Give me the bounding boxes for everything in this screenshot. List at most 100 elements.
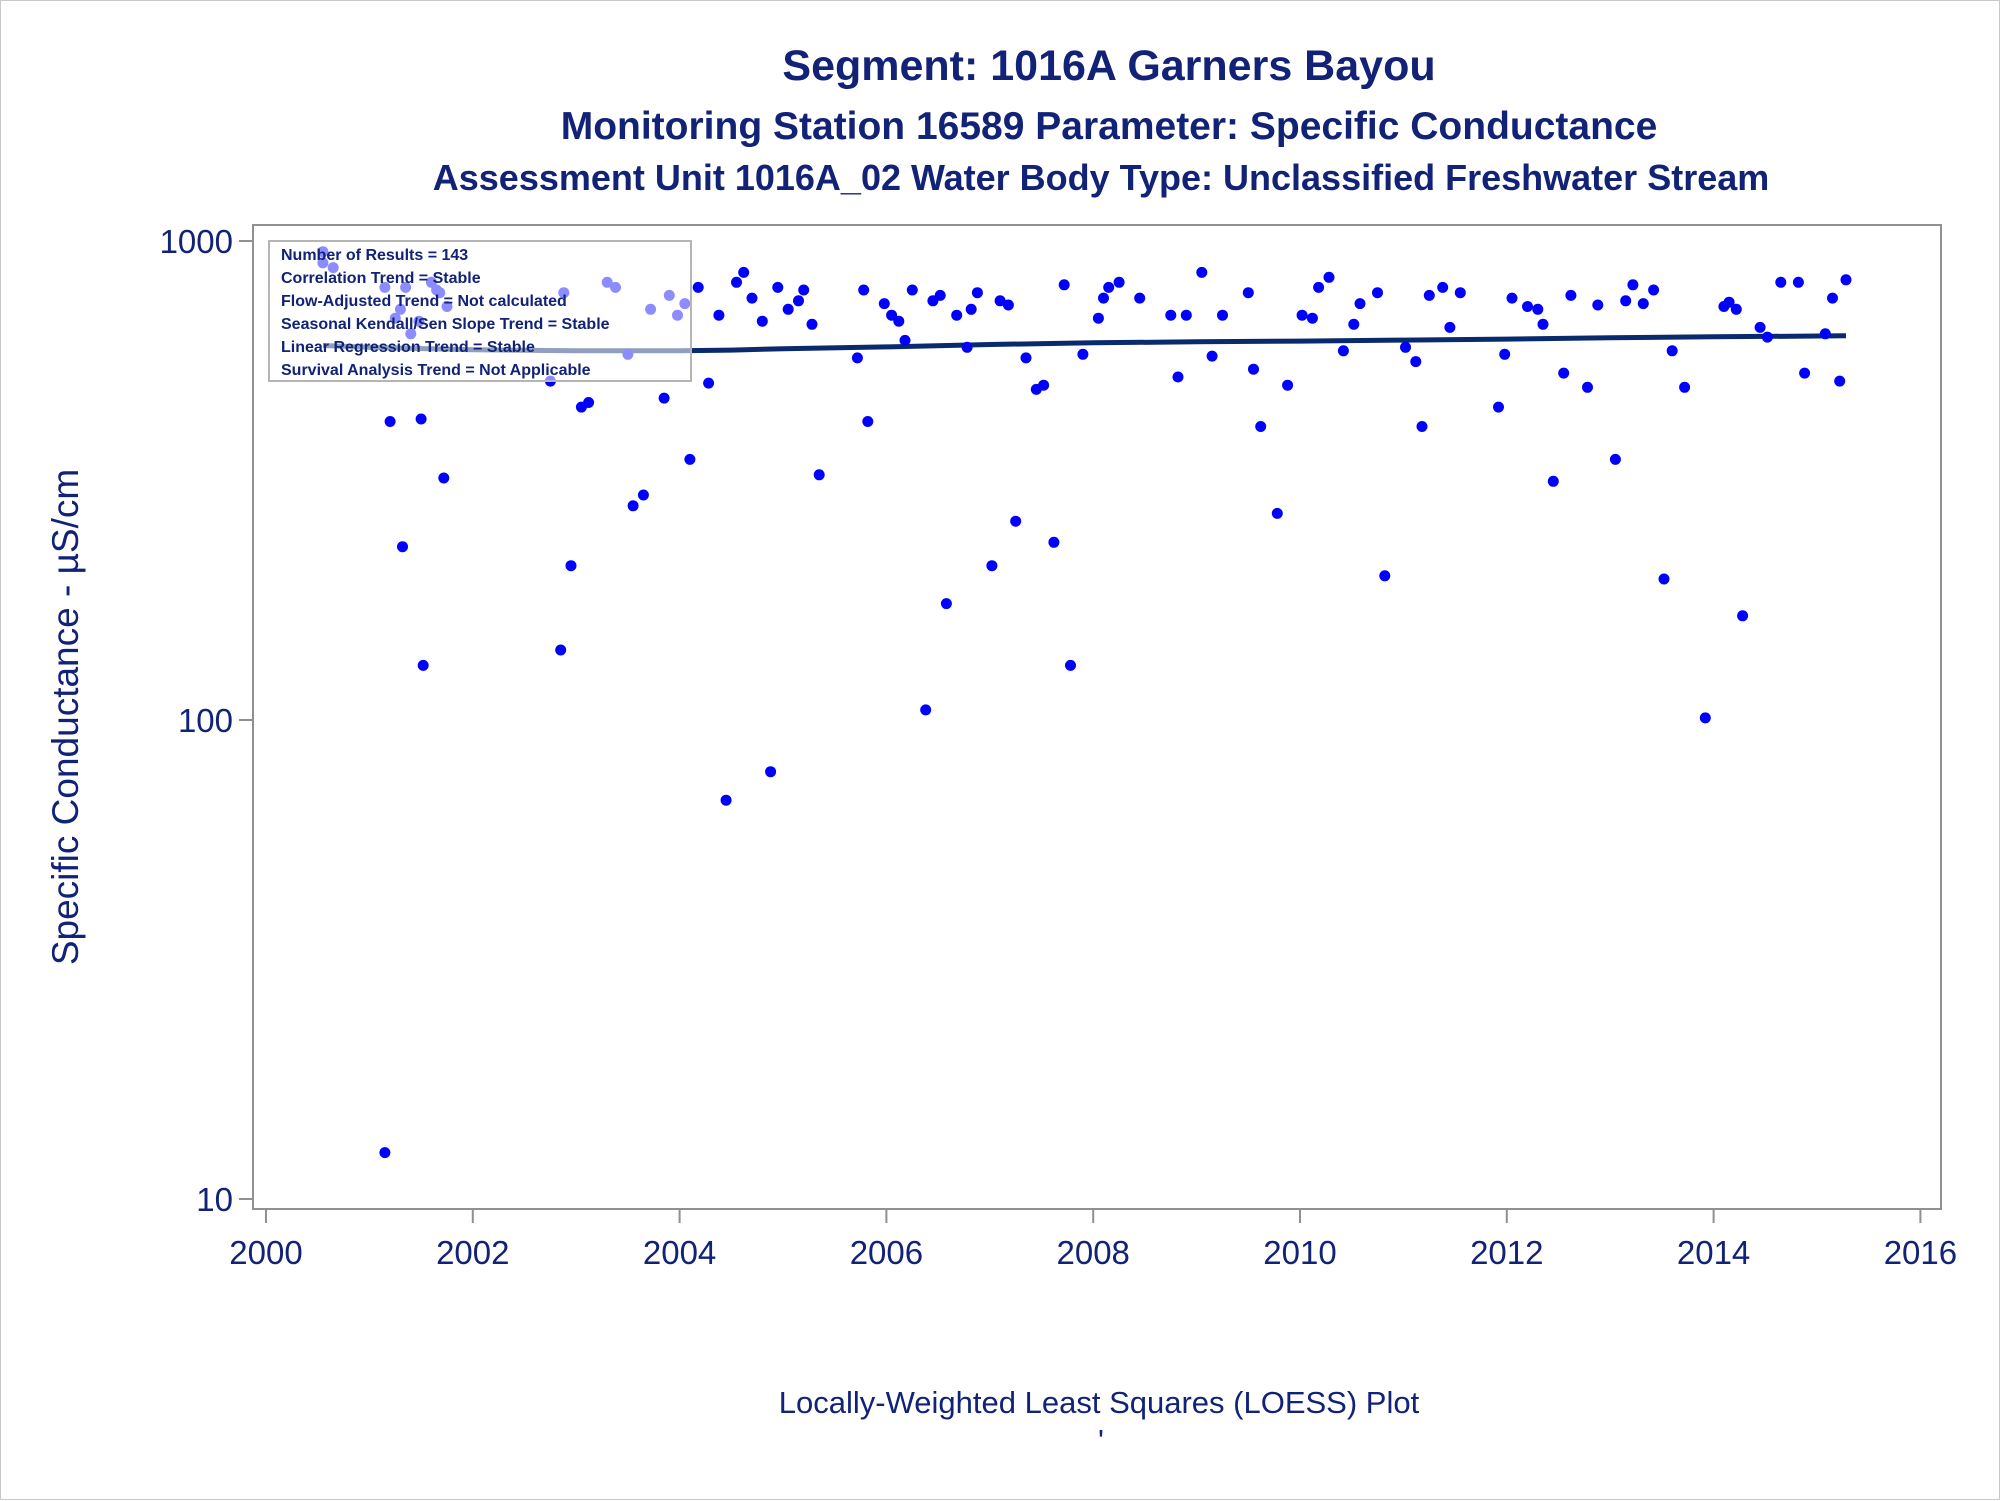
data-point (1558, 367, 1570, 379)
data-point (1271, 507, 1283, 519)
data-point (1666, 345, 1678, 357)
data-point (1730, 303, 1742, 315)
data-point (934, 289, 946, 301)
data-point (1454, 287, 1466, 299)
stats-box-frame (268, 240, 692, 382)
x-tick-label: 2006 (850, 1234, 923, 1271)
data-point (658, 392, 670, 404)
data-point (1077, 348, 1089, 360)
data-point (1010, 515, 1022, 527)
data-point (862, 416, 874, 427)
data-point (756, 315, 768, 327)
data-point (1217, 309, 1228, 321)
data-point (1098, 292, 1109, 304)
footnote-mark: ' (1098, 1423, 1104, 1458)
data-point (1840, 274, 1852, 286)
data-point (782, 303, 794, 315)
data-point (961, 341, 973, 353)
x-tick-label: 2010 (1263, 1234, 1336, 1271)
data-point (1592, 299, 1604, 311)
data-point (994, 295, 1006, 307)
data-point (713, 309, 725, 321)
x-tick-label: 2016 (1884, 1234, 1957, 1271)
data-point (720, 794, 732, 806)
data-point (886, 309, 898, 321)
data-point (806, 318, 818, 330)
data-point (772, 281, 784, 293)
data-point (1065, 659, 1076, 671)
data-point (1565, 289, 1577, 301)
data-point (1827, 292, 1838, 304)
data-point (899, 334, 911, 346)
data-point (1737, 610, 1749, 622)
data-point (1679, 381, 1691, 393)
data-point (951, 309, 963, 321)
data-point (1547, 475, 1559, 487)
data-point (692, 281, 704, 293)
data-point (397, 541, 408, 553)
data-point (1723, 296, 1735, 308)
data-point (798, 284, 810, 296)
x-tick-label: 2012 (1470, 1234, 1543, 1271)
data-point (1537, 318, 1549, 330)
data-point (893, 315, 905, 327)
data-point (1348, 318, 1360, 330)
x-tick-label: 2000 (229, 1234, 302, 1271)
data-point (1410, 356, 1422, 368)
data-point (1522, 301, 1533, 312)
y-axis-label: Specific Conductance - µS/cm (45, 469, 86, 965)
data-point (1423, 289, 1435, 301)
data-point (555, 644, 567, 656)
data-point (1819, 328, 1831, 340)
data-point (1532, 303, 1544, 315)
data-point (417, 659, 429, 671)
data-point (851, 352, 863, 364)
data-point (1637, 298, 1649, 310)
stats-line-seasonal-kendall: Seasonal Kendall/Sen Slope Trend = Stabl… (281, 316, 610, 333)
data-point (1206, 350, 1218, 362)
data-point (965, 303, 977, 315)
data-point (1372, 287, 1383, 299)
data-point (746, 292, 758, 304)
data-point (684, 453, 696, 465)
data-point (1754, 321, 1766, 333)
data-point (1255, 421, 1267, 432)
data-point (637, 489, 649, 501)
plot-area (252, 224, 1942, 1210)
data-point (1242, 287, 1254, 299)
data-point (1282, 379, 1294, 391)
data-point (703, 377, 715, 389)
y-axis: 10 100 1000 (160, 223, 253, 1218)
data-point (1437, 281, 1449, 293)
stats-box: Number of Results = 143 Correlation Tren… (268, 240, 692, 382)
data-point (1337, 345, 1349, 357)
data-point (731, 276, 742, 288)
data-point (1165, 309, 1177, 321)
data-point (1499, 348, 1511, 360)
data-point (1113, 276, 1125, 288)
data-point (1020, 352, 1032, 364)
x-tick-label: 2014 (1677, 1234, 1750, 1271)
data-point (738, 266, 750, 278)
data-point (1792, 276, 1804, 288)
data-point (1506, 292, 1518, 304)
data-point (1493, 401, 1504, 413)
data-point (1354, 298, 1366, 310)
data-points-layer (317, 246, 1852, 1159)
y-tick-label: 10 (196, 1181, 233, 1218)
data-point (1103, 281, 1115, 293)
data-point (1058, 279, 1070, 291)
data-point (627, 500, 639, 512)
data-point (1400, 341, 1411, 353)
x-tick-label: 2008 (1056, 1234, 1129, 1271)
y-tick-label: 100 (178, 702, 233, 739)
data-point (1323, 271, 1335, 283)
stats-line-results: Number of Results = 143 (281, 247, 468, 264)
data-point (1313, 281, 1325, 293)
data-point (1002, 299, 1014, 311)
footnote: Locally-Weighted Least Squares (LOESS) P… (779, 1385, 1420, 1420)
data-point (1620, 295, 1632, 307)
data-point (1092, 312, 1104, 324)
